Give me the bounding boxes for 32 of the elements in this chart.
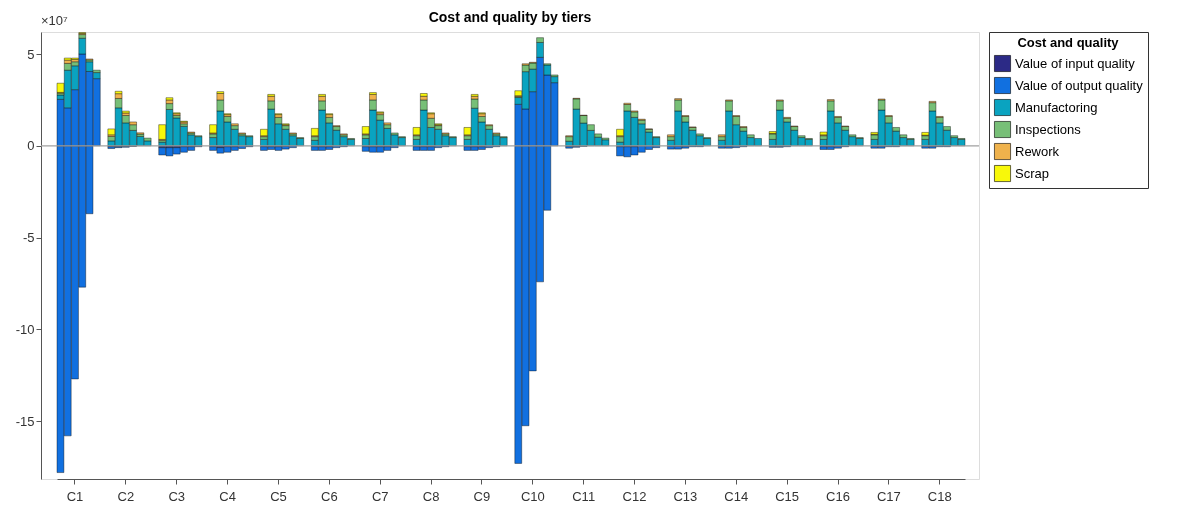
legend-label: Manufactoring — [1015, 99, 1098, 115]
x-tick-label: C7 — [371, 488, 389, 504]
x-tick-label: C18 — [927, 488, 952, 504]
x-tick-label: C12 — [622, 488, 647, 504]
x-tick-label: C16 — [826, 488, 850, 504]
x-tick-label: C5 — [270, 488, 287, 504]
y-tick-label: -15 — [15, 413, 35, 429]
legend-label: Inspections — [1015, 121, 1082, 137]
x-tick-label: C10 — [520, 488, 545, 504]
x-tick-label: C4 — [219, 488, 236, 504]
legend-label: Scrap — [1015, 165, 1049, 181]
legend-label: Rework — [1015, 143, 1060, 159]
x-tick-label: C11 — [572, 488, 596, 504]
chart-title: Cost and quality by tiers — [428, 9, 592, 25]
legend-label: Value of input quality — [1015, 55, 1136, 71]
x-tick-label: C14 — [724, 488, 749, 504]
x-tick-label: C15 — [775, 488, 800, 504]
x-tick-label: C3 — [168, 488, 186, 504]
x-tick-label: C13 — [673, 488, 698, 504]
y-tick-label: 0 — [27, 138, 35, 154]
x-tick-label: C17 — [876, 488, 901, 504]
x-tick-label: C9 — [473, 488, 491, 504]
x-tick-label: C1 — [66, 488, 84, 504]
legend-title: Cost and quality — [1017, 35, 1120, 50]
y-tick-label: -10 — [15, 321, 35, 337]
y-tick-label: 5 — [27, 46, 35, 62]
y-tick-label: -5 — [22, 230, 35, 246]
text: ×10⁷ — [41, 13, 69, 28]
legend-label: Value of output quality — [1015, 77, 1144, 93]
x-tick-label: C6 — [321, 488, 338, 504]
x-tick-label: C2 — [117, 488, 135, 504]
x-tick-label: C8 — [422, 488, 440, 504]
